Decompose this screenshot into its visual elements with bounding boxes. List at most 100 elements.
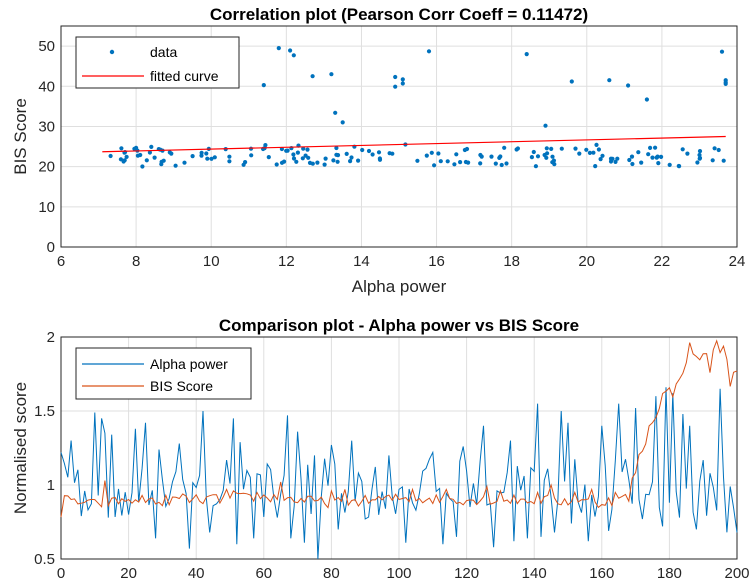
data-point	[393, 74, 398, 80]
data-point	[212, 155, 217, 160]
data-point	[695, 160, 700, 165]
x-tick-label: 140	[522, 565, 547, 582]
y-tick-label: 20	[38, 159, 55, 176]
x-tick-label: 24	[729, 253, 746, 270]
data-point	[266, 155, 271, 160]
x-tick-label: 120	[454, 565, 479, 582]
data-point	[261, 83, 266, 88]
data-point	[315, 160, 320, 165]
data-point	[544, 146, 549, 151]
data-point	[303, 153, 308, 158]
data-point	[424, 153, 429, 158]
data-point	[335, 159, 340, 164]
axes-box	[60, 336, 738, 560]
data-point	[719, 49, 725, 54]
data-point	[334, 145, 339, 151]
legend-label-bis: BIS Score	[150, 378, 213, 394]
x-tick-label: 0	[57, 565, 65, 582]
data-point	[529, 155, 535, 160]
data-point	[591, 150, 596, 155]
data-point	[291, 152, 296, 157]
data-point	[607, 78, 612, 83]
data-point	[152, 155, 157, 160]
data-point	[436, 151, 441, 156]
data-point	[489, 154, 494, 159]
data-point	[680, 147, 685, 152]
data-point	[685, 151, 690, 156]
data-point	[626, 83, 631, 88]
data-point	[697, 149, 703, 154]
data-point	[173, 163, 178, 168]
data-point	[478, 161, 483, 166]
data-point	[294, 159, 299, 164]
y-tick-label: 0	[47, 239, 55, 256]
legend: data fitted curve	[75, 36, 240, 89]
data-point	[284, 148, 289, 153]
data-point	[291, 53, 296, 58]
axes-box	[60, 25, 738, 248]
data-point	[438, 159, 443, 164]
data-point	[462, 147, 467, 153]
data-point	[466, 160, 471, 165]
x-tick-label: 20	[578, 253, 595, 270]
legend: Alpha power BIS Score	[75, 347, 252, 400]
y-tick-label: 40	[38, 78, 55, 95]
data-point	[716, 147, 721, 153]
data-point	[274, 162, 279, 167]
y-axis-label: BIS Score	[11, 98, 30, 175]
data-point	[310, 74, 315, 79]
data-point	[329, 72, 334, 77]
data-point	[712, 146, 717, 151]
data-point	[301, 146, 306, 151]
legend-marker-data	[109, 49, 115, 55]
data-point	[249, 153, 254, 158]
data-point	[531, 149, 536, 155]
legend-label-alpha: Alpha power	[150, 356, 228, 372]
y-tick-label: 30	[38, 118, 55, 135]
data-point	[629, 154, 635, 159]
data-point	[613, 159, 618, 164]
data-point	[204, 151, 209, 156]
data-point	[161, 158, 166, 163]
data-point	[543, 123, 548, 128]
data-point	[276, 46, 281, 51]
x-axis-label: Alpha power	[352, 277, 447, 296]
legend-label-data: data	[150, 44, 177, 60]
data-point	[199, 153, 204, 158]
data-point	[644, 97, 650, 102]
data-point	[524, 52, 529, 57]
legend-box	[75, 347, 252, 400]
data-point	[108, 153, 113, 159]
data-point	[721, 158, 726, 163]
y-tick-label: 1.5	[34, 403, 55, 420]
data-point	[415, 158, 420, 163]
x-tick-label: 18	[503, 253, 520, 270]
correlation-plot: 6 8 10 12 14 16 18 20 22 24 0 10 20 30 40 50 Correlation…	[11, 5, 745, 296]
data-point	[356, 158, 361, 163]
fitted-curve-line	[102, 135, 726, 153]
data-point	[569, 79, 574, 84]
data-point	[400, 77, 405, 82]
x-tick-label: 40	[188, 565, 205, 582]
data-point	[377, 157, 383, 162]
data-point	[596, 147, 602, 152]
data-point	[323, 156, 328, 161]
data-point	[502, 145, 507, 150]
x-tick-label: 16	[428, 253, 445, 270]
data-point	[119, 146, 124, 151]
x-tick-label: 14	[353, 253, 370, 270]
data-point	[458, 160, 463, 165]
data-point	[551, 158, 557, 163]
y-tick-label: 2	[47, 329, 55, 346]
y-tick-label: 50	[38, 38, 55, 55]
x-tick-label: 20	[120, 565, 137, 582]
data-point	[340, 120, 345, 125]
data-point	[432, 163, 437, 168]
data-point	[535, 154, 541, 159]
y-axis-label: Normalised score	[11, 382, 30, 514]
data-point	[452, 162, 457, 167]
data-point	[182, 160, 187, 165]
x-tick-label: 160	[589, 565, 614, 582]
data-point	[118, 157, 123, 162]
